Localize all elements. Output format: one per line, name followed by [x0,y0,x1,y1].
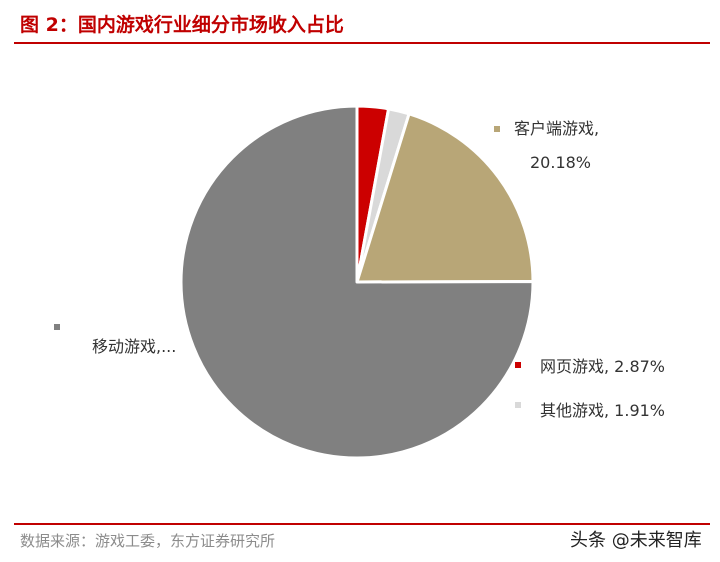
slice-client [355,112,535,284]
label-client-name: 客户端游戏, [514,119,600,138]
chart-title: 图 2：国内游戏行业细分市场收入占比 [20,14,344,36]
slice-mobile [179,104,535,460]
label-other: 其他游戏, 1.91% [540,401,666,420]
data-source: 数据来源：游戏工委，东方证券研究所 [20,532,276,550]
watermark: 头条 @未来智库 [570,530,702,551]
label-mobile: 移动游戏,... [92,337,177,356]
legend-marker-web [515,362,521,368]
title-bar: 图 2：国内游戏行业细分市场收入占比 [14,6,710,44]
footer-divider [14,523,710,525]
legend-marker-other [515,402,521,408]
legend-marker-mobile [54,324,60,330]
legend-marker-client [494,126,500,132]
label-web: 网页游戏, 2.87% [540,357,666,376]
label-client-value: 20.18% [530,153,592,172]
